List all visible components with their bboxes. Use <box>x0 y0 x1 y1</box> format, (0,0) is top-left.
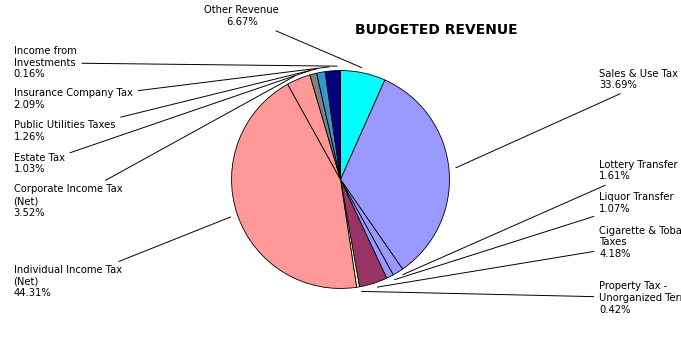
Wedge shape <box>325 71 340 180</box>
Wedge shape <box>310 73 340 180</box>
Wedge shape <box>340 180 393 278</box>
Wedge shape <box>287 75 340 180</box>
Text: Corporate Income Tax
(Net)
3.52%: Corporate Income Tax (Net) 3.52% <box>14 76 294 218</box>
Wedge shape <box>339 70 340 180</box>
Text: Lottery Transfer
1.61%: Lottery Transfer 1.61% <box>402 160 678 275</box>
Text: Cigarette & Tobacco
Taxes
4.18%: Cigarette & Tobacco Taxes 4.18% <box>377 226 681 287</box>
Text: Liquor Transfer
1.07%: Liquor Transfer 1.07% <box>394 192 674 280</box>
Wedge shape <box>340 80 449 269</box>
Wedge shape <box>232 84 357 289</box>
Text: Individual Income Tax
(Net)
44.31%: Individual Income Tax (Net) 44.31% <box>14 217 231 298</box>
Text: Income from
Investments
0.16%: Income from Investments 0.16% <box>14 46 337 79</box>
Wedge shape <box>340 180 402 275</box>
Text: Property Tax -
Unorganized Territory
0.42%: Property Tax - Unorganized Territory 0.4… <box>362 281 681 314</box>
Wedge shape <box>317 72 340 180</box>
Text: Estate Tax
1.03%: Estate Tax 1.03% <box>14 71 310 174</box>
Wedge shape <box>340 180 387 287</box>
Text: BUDGETED REVENUE: BUDGETED REVENUE <box>355 23 517 37</box>
Wedge shape <box>340 180 360 287</box>
Text: Sales & Use Tax (Net)
33.69%: Sales & Use Tax (Net) 33.69% <box>456 68 681 168</box>
Text: Insurance Company Tax
2.09%: Insurance Company Tax 2.09% <box>14 67 329 109</box>
Wedge shape <box>340 70 385 180</box>
Text: Other Revenue
6.67%: Other Revenue 6.67% <box>204 5 362 67</box>
Text: Public Utilities Taxes
1.26%: Public Utilities Taxes 1.26% <box>14 69 317 142</box>
